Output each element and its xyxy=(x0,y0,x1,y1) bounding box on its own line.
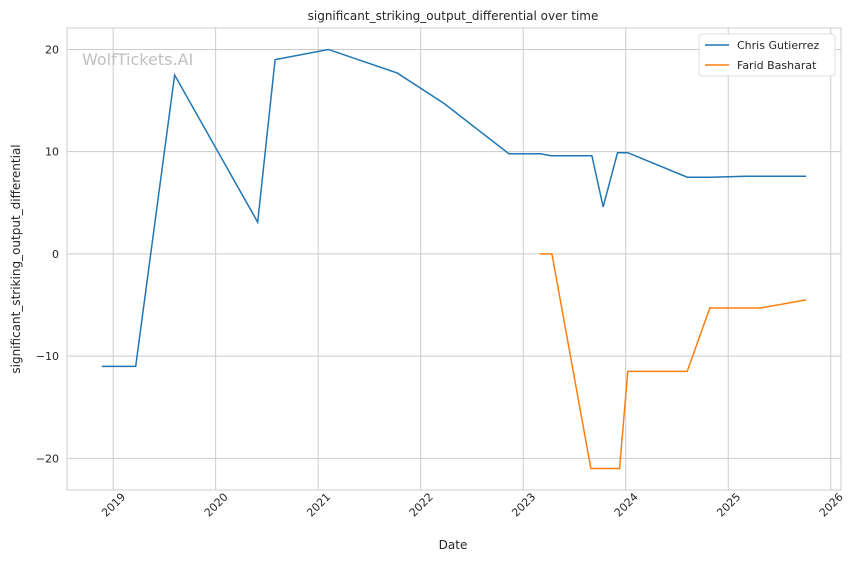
series-lines xyxy=(102,49,806,468)
x-tick-label: 2026 xyxy=(817,490,846,519)
x-tick-label: 2022 xyxy=(407,490,436,519)
series-line-chris-gutierrez xyxy=(102,49,806,366)
x-tick-label: 2025 xyxy=(714,490,743,519)
y-tick-label: −10 xyxy=(36,350,59,363)
x-tick-label: 2024 xyxy=(612,490,641,519)
y-tick-label: −20 xyxy=(36,452,59,465)
plot-frame xyxy=(67,28,841,490)
x-tick-label: 2019 xyxy=(99,490,128,519)
series-line-farid-basharat xyxy=(540,254,807,469)
y-tick-label: 0 xyxy=(52,248,59,261)
legend: Chris Gutierrez Farid Basharat xyxy=(699,34,835,76)
grid xyxy=(67,28,841,490)
x-axis-label: Date xyxy=(439,538,468,552)
y-axis-label: significant_striking_output_differential xyxy=(9,144,23,373)
y-tick-label: 10 xyxy=(45,146,59,159)
y-tick-label: 20 xyxy=(45,43,59,56)
x-tick-label: 2020 xyxy=(202,490,231,519)
legend-label-farid-basharat: Farid Basharat xyxy=(737,59,817,72)
chart-title: significant_striking_output_differential… xyxy=(308,9,599,23)
legend-label-chris-gutierrez: Chris Gutierrez xyxy=(737,39,819,52)
x-tick-label: 2021 xyxy=(304,490,333,519)
watermark: WolfTickets.AI xyxy=(82,50,193,69)
x-tick-label: 2023 xyxy=(509,490,538,519)
ticks: 2019 2020 2021 2022 2023 2024 2025 2026 −20 −10 0 1… xyxy=(36,43,846,519)
